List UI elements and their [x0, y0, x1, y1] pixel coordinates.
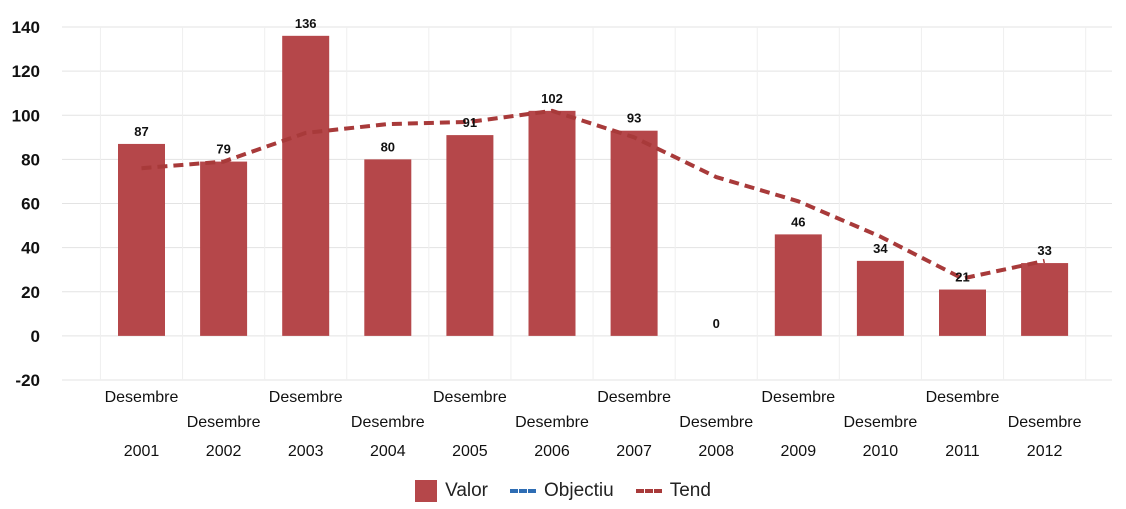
- bar-valor: [528, 110, 576, 336]
- x-category-year: 2012: [1027, 443, 1063, 460]
- x-category-label: Desembre: [843, 414, 917, 431]
- x-category-year: 2006: [534, 443, 570, 460]
- x-category-year: 2002: [206, 443, 242, 460]
- x-category-year: 2010: [863, 443, 899, 460]
- x-category-year: 2003: [288, 443, 324, 460]
- x-category-label: Desembre: [351, 414, 425, 431]
- y-tick-label: -20: [15, 371, 40, 390]
- x-category-label: Desembre: [926, 389, 1000, 406]
- data-label-valor: 91: [463, 115, 477, 130]
- data-label-valor: 46: [791, 214, 805, 229]
- legend-label-objectiu: Objectiu: [544, 480, 614, 501]
- legend-swatch-valor: [415, 480, 438, 502]
- y-tick-label: 100: [12, 106, 40, 125]
- x-category-label: Desembre: [433, 389, 507, 406]
- x-category-label: Desembre: [187, 414, 261, 431]
- bar-valor: [1021, 263, 1069, 336]
- x-category-label: Desembre: [515, 414, 589, 431]
- data-label-valor: 80: [381, 139, 395, 154]
- legend-item-objectiu[interactable]: Objectiu: [510, 480, 614, 502]
- x-category-year: 2011: [945, 443, 980, 460]
- y-tick-label: 120: [12, 62, 40, 81]
- bar-valor: [118, 143, 165, 336]
- bar-valor: [774, 234, 822, 336]
- bar-valor: [364, 159, 412, 336]
- chart: -20 0 20 40 60 80 100 120 140 87 79 136 80 91 102 93 0 4…: [12, 16, 1112, 460]
- bar-valor: [856, 260, 904, 336]
- x-category-year: 2005: [452, 443, 488, 460]
- y-tick-label: 20: [21, 283, 40, 302]
- legend-item-tend[interactable]: Tend: [635, 480, 711, 502]
- legend-swatch-tend: [635, 489, 662, 493]
- y-tick-label: 80: [21, 150, 40, 169]
- x-category-label: Desembre: [269, 389, 343, 406]
- data-label-valor: 21: [955, 270, 969, 285]
- bar-valor: [446, 135, 494, 336]
- y-tick-label: 60: [21, 195, 40, 214]
- data-label-valor: 79: [216, 142, 230, 157]
- x-category-label: Desembre: [105, 389, 179, 406]
- y-axis-ticks: -20 0 20 40 60 80 100 120 140: [12, 18, 40, 390]
- legend-label-tend: Tend: [669, 480, 711, 501]
- data-labels: 87 79 136 80 91 102 93 0 46 34 21 33: [134, 16, 1052, 331]
- trend-line-tend: [141, 108, 1046, 281]
- x-category-year: 2008: [698, 443, 734, 460]
- grid-lines: [62, 26, 1112, 381]
- data-label-valor: 34: [873, 241, 888, 256]
- x-axis-categories: Desembre 2001 Desembre 2002 Desembre 2003 Dese…: [105, 389, 1082, 460]
- y-tick-label: 140: [12, 18, 40, 37]
- data-label-valor: 102: [541, 91, 563, 106]
- legend: Valor Objectiu Tend: [0, 480, 1126, 502]
- data-label-valor: 136: [295, 16, 317, 31]
- y-tick-label: 0: [31, 327, 40, 346]
- data-label-valor: 93: [627, 111, 641, 126]
- bars-valor: [118, 35, 1069, 336]
- bar-valor: [610, 130, 658, 336]
- bar-valor: [282, 35, 330, 336]
- x-category-label: Desembre: [761, 389, 835, 406]
- x-category-year: 2007: [616, 443, 652, 460]
- trend-line: [141, 108, 1046, 281]
- x-category-label: Desembre: [679, 414, 753, 431]
- data-label-valor: 33: [1037, 243, 1051, 258]
- legend-label-valor: Valor: [445, 480, 489, 501]
- x-category-year: 2009: [781, 443, 817, 460]
- x-category-label: Desembre: [597, 389, 671, 406]
- bar-valor: [200, 161, 248, 336]
- legend-swatch-objectiu: [510, 489, 537, 493]
- x-category-year: 2004: [370, 443, 406, 460]
- bar-valor: [939, 289, 986, 336]
- y-tick-label: 40: [21, 239, 40, 258]
- data-label-valor: 87: [134, 124, 148, 139]
- x-category-year: 2001: [124, 443, 160, 460]
- legend-item-valor[interactable]: Valor: [415, 480, 488, 502]
- x-category-label: Desembre: [1008, 414, 1082, 431]
- data-label-valor: 0: [713, 316, 720, 331]
